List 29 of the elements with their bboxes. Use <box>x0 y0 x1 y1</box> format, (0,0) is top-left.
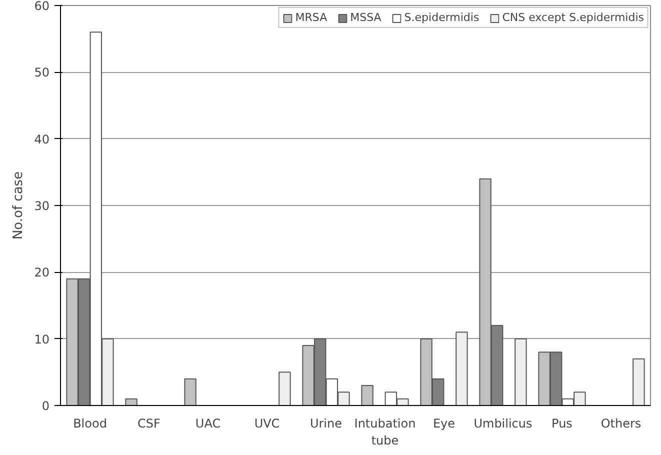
x-tick-label: Intubation tube <box>354 416 416 448</box>
y-tick-label: 30 <box>34 199 50 213</box>
bar <box>278 372 291 406</box>
x-tick-label: Blood <box>73 416 107 430</box>
x-tick-label: Pus <box>552 416 572 430</box>
x-tick-label: CSF <box>138 416 161 430</box>
x-tick-label: Umbilicus <box>474 416 532 430</box>
legend-label: MRSA <box>295 11 328 24</box>
x-tick-label: Others <box>600 416 642 430</box>
y-tick-label: 20 <box>34 266 50 280</box>
y-tick-label: 10 <box>34 332 50 346</box>
legend-label: CNS except S.epidermidis <box>502 11 644 24</box>
x-tick-label: UAC <box>195 416 221 430</box>
bar <box>125 398 138 406</box>
x-tick-label: Eye <box>432 416 456 430</box>
x-tick-label: UVC <box>254 416 280 430</box>
bar <box>514 338 527 406</box>
y-tick-label: 0 <box>42 399 50 413</box>
y-tick-label: 40 <box>34 132 50 146</box>
bar <box>456 332 468 406</box>
bar <box>632 358 645 406</box>
legend-label: S.epidermidis <box>404 11 480 24</box>
x-tick-label: Urine <box>310 416 342 430</box>
bar <box>361 385 374 406</box>
legend-label: MSSA <box>350 11 382 24</box>
y-axis-title: No.of case <box>11 171 26 240</box>
y-tick-label: 50 <box>34 66 50 80</box>
bar <box>184 378 196 406</box>
y-tick-label: 60 <box>34 0 50 13</box>
